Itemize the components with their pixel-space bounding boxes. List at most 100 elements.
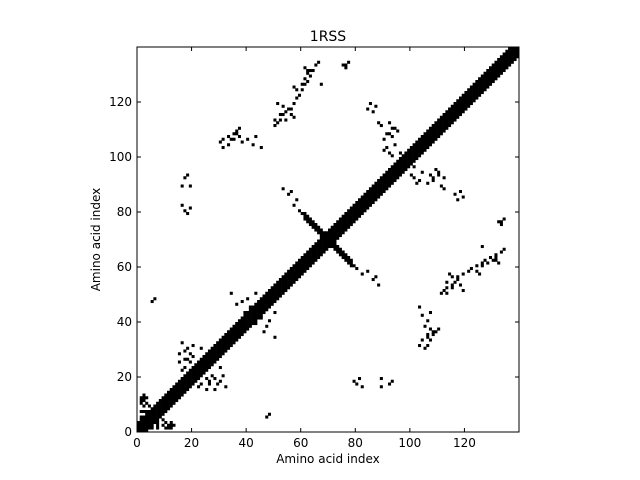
contact-cell <box>306 264 310 268</box>
contact-point <box>426 333 430 337</box>
contact-cell <box>325 242 329 246</box>
contact-cell <box>259 297 263 301</box>
contact-cell <box>491 63 495 67</box>
contact-cell <box>194 366 198 370</box>
contact-point <box>461 272 465 276</box>
contact-point <box>456 278 460 282</box>
contact-cell <box>139 429 143 433</box>
contact-point <box>235 132 239 136</box>
contact-cell <box>398 159 402 163</box>
contact-cell <box>218 341 222 345</box>
contact-cell <box>207 349 211 353</box>
contact-cell <box>338 217 342 221</box>
contact-cell <box>448 110 452 114</box>
contact-cell <box>248 313 252 317</box>
contact-cell <box>469 88 473 92</box>
contact-point <box>442 176 446 180</box>
contact-point <box>221 374 225 378</box>
contact-point <box>494 258 498 262</box>
contact-cell <box>355 214 359 218</box>
contact-cell <box>478 85 482 89</box>
contact-cell <box>508 60 512 64</box>
contact-point <box>445 291 449 295</box>
contact-cell <box>276 291 280 295</box>
contact-cell <box>257 308 261 312</box>
contact-point <box>287 192 291 196</box>
contact-cell <box>396 170 400 174</box>
contact-cell <box>456 115 460 119</box>
contact-cell <box>248 311 252 315</box>
contact-cell <box>147 426 151 430</box>
contact-point <box>246 137 250 141</box>
contact-point <box>177 352 181 356</box>
contact-cell <box>314 250 318 254</box>
contact-cell <box>172 390 176 394</box>
contact-cell <box>172 388 176 392</box>
contact-cell <box>164 401 168 405</box>
contact-cell <box>278 283 282 287</box>
contact-point <box>169 426 173 430</box>
contact-cell <box>317 225 321 229</box>
contact-cell <box>232 330 236 334</box>
contact-cell <box>450 121 454 125</box>
contact-cell <box>385 176 389 180</box>
contact-cell <box>295 267 299 271</box>
contact-point <box>352 264 356 268</box>
contact-cell <box>150 410 154 414</box>
contact-cell <box>267 294 271 298</box>
contact-cell <box>172 393 176 397</box>
contact-cell <box>407 154 411 158</box>
contact-point <box>205 388 209 392</box>
contact-cell <box>317 256 321 260</box>
contact-cell <box>161 396 165 400</box>
contact-cell <box>265 302 269 306</box>
contact-cell <box>450 113 454 117</box>
contact-cell <box>246 324 250 328</box>
contact-point <box>273 124 277 128</box>
contact-cell <box>297 269 302 273</box>
contact-cell <box>199 366 203 370</box>
contact-point <box>273 311 277 315</box>
contact-cell <box>322 239 326 243</box>
contact-cell <box>505 60 509 64</box>
contact-cell <box>319 253 323 257</box>
contact-cell <box>161 412 165 416</box>
contact-point <box>142 396 146 400</box>
contact-cell <box>393 179 397 183</box>
contact-cell <box>169 399 173 403</box>
contact-cell <box>472 99 476 103</box>
contact-cell <box>338 253 342 257</box>
contact-point <box>450 283 454 287</box>
contact-cell <box>412 157 416 161</box>
contact-point <box>497 261 501 265</box>
contact-cell <box>472 93 476 97</box>
contact-cell <box>153 412 157 416</box>
contact-cell <box>453 102 457 106</box>
contact-cell <box>442 126 446 130</box>
contact-cell <box>278 286 282 290</box>
contact-point <box>412 176 416 180</box>
contact-cell <box>390 168 394 172</box>
contact-cell <box>295 269 299 273</box>
contact-cell <box>415 154 419 158</box>
contact-cell <box>319 247 323 251</box>
contact-cell <box>147 415 151 419</box>
contact-cell <box>426 129 430 133</box>
contact-cell <box>273 297 277 301</box>
contact-cell <box>368 203 372 207</box>
contact-cell <box>434 135 438 139</box>
contact-cell <box>191 371 195 375</box>
contact-cell <box>396 168 400 172</box>
contact-point <box>480 261 484 265</box>
contact-cell <box>344 225 348 229</box>
contact-cell <box>478 91 482 95</box>
contact-cell <box>428 135 432 139</box>
contact-cell <box>437 121 441 125</box>
contact-cell <box>139 418 143 422</box>
contact-cell <box>229 341 233 345</box>
contact-point <box>188 206 192 210</box>
contact-cell <box>172 385 176 389</box>
contact-point <box>150 300 154 304</box>
contact-cell <box>224 346 228 350</box>
contact-cell <box>341 231 345 235</box>
